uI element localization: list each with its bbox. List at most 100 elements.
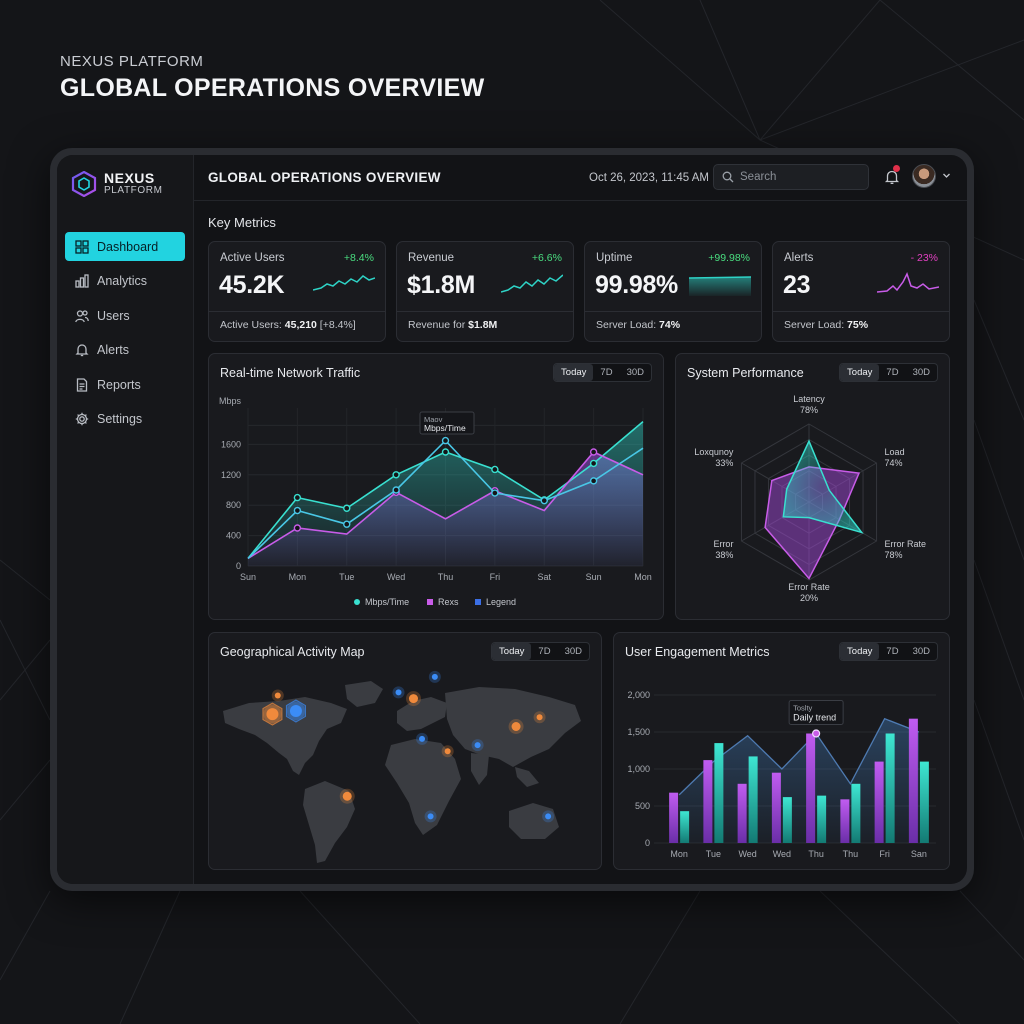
tooltip-head: Maov — [424, 415, 443, 424]
bar-purple[interactable] — [703, 760, 713, 843]
activity-marker[interactable] — [533, 711, 546, 724]
sidebar-item-settings[interactable]: Settings — [65, 405, 185, 434]
document-icon — [76, 377, 88, 392]
legend-swatch — [427, 599, 433, 605]
kpi-card-uptime[interactable]: Uptime +99.98% 99.98% Server Load: 74% — [584, 241, 762, 342]
key-metrics-title: Key Metrics — [208, 215, 276, 230]
range-7d-button[interactable]: 7D — [886, 646, 899, 657]
activity-marker[interactable] — [424, 810, 437, 823]
activity-marker[interactable] — [441, 745, 454, 758]
chevron-down-icon[interactable] — [942, 171, 951, 180]
range-today-button[interactable]: Today — [840, 364, 880, 381]
bar-teal[interactable] — [817, 795, 827, 843]
search-icon — [722, 171, 734, 183]
kpi-divider — [585, 311, 761, 312]
range-today-button[interactable]: Today — [492, 643, 532, 660]
sidebar-item-users[interactable]: Users — [65, 301, 185, 330]
notification-bell-icon[interactable] — [884, 169, 900, 185]
time-range-selector: Today 7D 30D — [491, 642, 590, 661]
search-input[interactable] — [740, 171, 860, 183]
x-tick-label: San — [911, 849, 927, 859]
range-7d-button[interactable]: 7D — [600, 367, 613, 378]
range-30d-button[interactable]: 30D — [626, 367, 644, 378]
activity-marker[interactable] — [542, 810, 555, 823]
activity-marker[interactable] — [416, 732, 429, 745]
kpi-delta: +6.6% — [531, 252, 562, 264]
activity-marker[interactable] — [271, 689, 284, 702]
activity-marker[interactable] — [428, 670, 441, 683]
data-point[interactable] — [293, 493, 302, 502]
data-point[interactable] — [441, 436, 450, 445]
world-activity-map[interactable] — [209, 663, 603, 871]
kpi-delta: - 23% — [910, 252, 938, 264]
range-today-button[interactable]: Today — [840, 643, 880, 660]
range-30d-button[interactable]: 30D — [912, 646, 930, 657]
europe-shape — [397, 697, 447, 731]
user-avatar[interactable] — [912, 164, 936, 188]
panel-title: Geographical Activity Map — [220, 645, 365, 659]
bar-teal[interactable] — [851, 783, 861, 843]
range-30d-button[interactable]: 30D — [564, 646, 582, 657]
bar-purple[interactable] — [874, 761, 884, 843]
kpi-card-revenue[interactable]: Revenue +6.6% $1.8M Revenue for $1.8M — [396, 241, 574, 342]
range-7d-button[interactable]: 7D — [538, 646, 551, 657]
range-7d-button[interactable]: 7D — [886, 367, 899, 378]
data-point[interactable] — [392, 486, 400, 494]
data-point[interactable] — [589, 477, 598, 485]
notification-badge — [893, 165, 900, 172]
activity-marker[interactable] — [285, 699, 306, 723]
range-30d-button[interactable]: 30D — [912, 367, 930, 378]
data-point[interactable] — [589, 448, 598, 456]
bar-purple[interactable] — [771, 772, 781, 843]
bar-purple[interactable] — [908, 718, 918, 843]
bar-teal[interactable] — [680, 811, 690, 843]
sidebar-item-reports[interactable]: Reports — [65, 370, 185, 399]
data-point[interactable] — [491, 489, 499, 497]
data-point[interactable] — [589, 459, 598, 468]
activity-marker[interactable] — [508, 719, 524, 734]
kpi-divider — [397, 311, 573, 312]
bar-teal[interactable] — [885, 733, 895, 843]
kpi-footer-value: $1.8M — [468, 319, 498, 331]
kpi-footer-label: Active Users: — [220, 319, 285, 331]
data-point[interactable] — [392, 471, 400, 479]
search-box[interactable] — [713, 164, 869, 190]
kpi-divider — [773, 311, 949, 312]
network-traffic-panel: Real-time Network Traffic Today 7D 30D M… — [208, 353, 664, 620]
brand-logo[interactable]: NEXUS PLATFORM — [71, 171, 163, 197]
bar-purple[interactable] — [806, 733, 816, 843]
bar-purple[interactable] — [669, 792, 679, 843]
activity-marker[interactable] — [471, 739, 484, 752]
tooltip-point[interactable] — [812, 729, 821, 738]
bar-teal[interactable] — [782, 797, 792, 843]
kpi-card-active-users[interactable]: Active Users +8.4% 45.2K Active Users: 4… — [208, 241, 386, 342]
data-point[interactable] — [441, 448, 450, 456]
y-tick-label: 800 — [226, 500, 241, 510]
bar-teal[interactable] — [714, 743, 724, 843]
data-point[interactable] — [540, 496, 548, 505]
sidebar-item-dashboard[interactable]: Dashboard — [65, 232, 185, 261]
kpi-card-alerts[interactable]: Alerts - 23% 23 Server Load: 75% — [772, 241, 950, 342]
activity-marker[interactable] — [405, 691, 421, 707]
activity-marker[interactable] — [339, 788, 355, 804]
x-tick-label: Mon — [289, 572, 307, 582]
activity-marker[interactable] — [262, 702, 283, 726]
data-point[interactable] — [293, 506, 302, 515]
kpi-sparkline — [689, 276, 751, 296]
system-performance-panel: System Performance Today 7D 30D Latency 7… — [675, 353, 950, 620]
radar-axis-label: Error Rate — [885, 539, 927, 549]
bar-teal[interactable] — [919, 761, 929, 843]
range-today-button[interactable]: Today — [554, 364, 594, 381]
sidebar-item-alerts[interactable]: Alerts — [65, 336, 185, 365]
grid-icon — [75, 239, 89, 254]
activity-marker[interactable] — [392, 686, 405, 699]
bar-purple[interactable] — [737, 783, 747, 843]
bar-teal[interactable] — [748, 756, 758, 843]
bar-purple[interactable] — [840, 799, 850, 843]
data-point[interactable] — [491, 465, 499, 474]
data-point[interactable] — [343, 504, 351, 512]
data-point[interactable] — [293, 524, 302, 532]
sidebar-item-analytics[interactable]: Analytics — [65, 267, 185, 296]
kpi-label: Revenue — [408, 252, 455, 264]
data-point[interactable] — [343, 520, 351, 528]
